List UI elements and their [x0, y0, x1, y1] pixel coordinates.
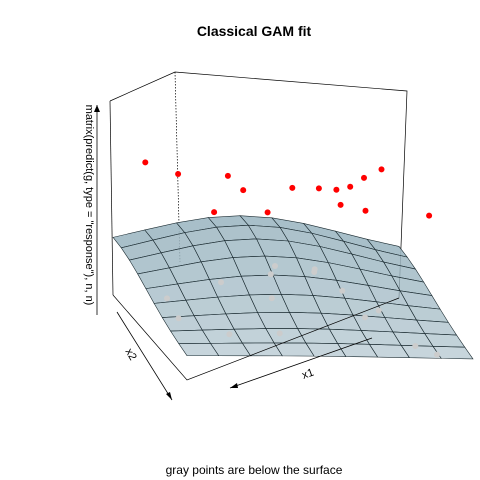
below-point [226, 331, 233, 338]
above-point [361, 174, 367, 181]
above-point [142, 159, 149, 166]
x1-arrowhead [230, 383, 238, 388]
z-arrowhead [94, 105, 100, 112]
above-point [240, 187, 247, 194]
above-point [378, 166, 385, 173]
fitted-surface [112, 215, 474, 360]
data-points [142, 159, 440, 358]
below-point [272, 263, 278, 269]
chart-title: Classical GAM fit [197, 23, 312, 39]
box-back [109, 71, 408, 299]
above-point [333, 186, 340, 193]
above-point [264, 209, 271, 216]
x1-axis-arrow [229, 337, 373, 389]
x2-axis-label: x2 [122, 346, 138, 362]
box-left-edge [109, 100, 114, 296]
x2-axis-arrow [116, 311, 173, 401]
below-point [339, 287, 346, 294]
above-point [426, 212, 433, 219]
above-point [224, 172, 231, 179]
above-point [211, 209, 218, 216]
z-axis-label: matrix(predict(g, type = "response"), n,… [83, 105, 95, 306]
above-point [175, 170, 182, 177]
above-point [289, 184, 296, 191]
above-point [315, 185, 322, 192]
above-point [362, 207, 369, 214]
below-point [218, 279, 224, 286]
below-point [375, 307, 382, 314]
below-point [434, 351, 440, 358]
below-point [311, 266, 318, 273]
below-point [268, 295, 275, 302]
below-point [412, 342, 419, 349]
x1-axis-label: x1 [300, 367, 315, 382]
below-point [276, 330, 283, 337]
box-front [112, 294, 400, 381]
above-point [337, 201, 344, 208]
x2-arrowhead [166, 392, 172, 400]
chart-caption: gray points are below the surface [166, 463, 343, 477]
below-point [362, 314, 368, 321]
below-point [267, 271, 274, 278]
below-point [164, 295, 170, 302]
below-point [175, 315, 182, 322]
above-point [347, 183, 354, 190]
